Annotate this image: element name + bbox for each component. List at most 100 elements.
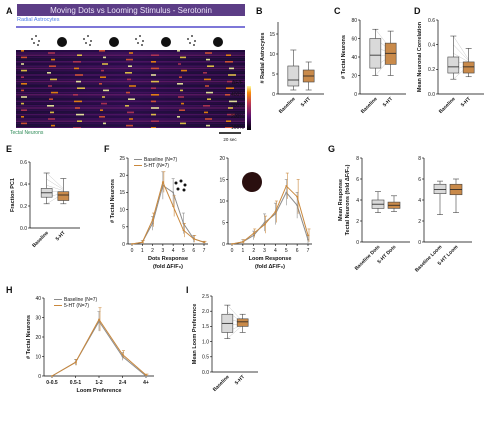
heatmap-burst (21, 102, 24, 105)
data-point (121, 355, 124, 358)
heatmap-burst (228, 107, 233, 109)
heatmap-burst (151, 100, 156, 103)
y-tick-label: 0 (354, 92, 357, 98)
dot-stimulus-icon (193, 44, 195, 46)
panel-label-h: H (6, 285, 13, 295)
dot-stimulus-icon (89, 44, 91, 46)
y-tick-label: 40 (351, 55, 357, 61)
heatmap-burst (225, 94, 230, 96)
heatmap-burst (74, 100, 82, 103)
data-point (141, 241, 144, 244)
heatmap-burst (151, 80, 159, 83)
colorbar-unit: ΔF/F (232, 80, 243, 86)
heatmap-burst (151, 113, 156, 116)
heatmap-row (16, 54, 245, 56)
data-point (203, 241, 205, 244)
heatmap-burst (21, 50, 24, 52)
heatmap-row (16, 116, 245, 118)
colorbar-tick: 300% (231, 103, 244, 109)
y-tick-label: 4 (418, 198, 421, 204)
paired-line (453, 44, 469, 61)
data-point (274, 213, 277, 215)
heatmap-burst (207, 98, 211, 100)
heatmap-burst (205, 85, 209, 87)
y-tick-label: 0.0 (202, 370, 209, 376)
heatmap-burst (151, 107, 159, 109)
heatmap-row (16, 113, 245, 116)
heatmap-row (16, 56, 245, 59)
x-tick-label: 1 (141, 248, 144, 254)
x-axis-label: (fold ΔF/F₀) (255, 264, 285, 270)
heatmap-burst (77, 54, 82, 56)
x-tick-label: 2 (252, 248, 255, 254)
x-tick-label: Baseline (31, 230, 50, 249)
data-point (285, 191, 288, 194)
heatmap-burst (51, 124, 55, 127)
y-axis-label: Mean Neuronal Correlation (417, 21, 423, 92)
data-point (74, 361, 77, 364)
box (433, 183, 447, 194)
heatmap-burst (229, 67, 234, 70)
heatmap-row (16, 83, 245, 85)
heatmap-row (16, 74, 245, 76)
y-tick-label: 0.0 (20, 226, 27, 232)
y-tick-label: 0.4 (20, 182, 27, 188)
heatmap-burst (51, 91, 58, 94)
heatmap-burst (151, 94, 159, 96)
box (369, 38, 382, 69)
y-tick-label: 15 (119, 190, 125, 196)
data-point (241, 240, 244, 243)
y-tick-label: 0 (272, 92, 275, 98)
heatmap-burst (179, 76, 182, 78)
heatmap-burst (181, 69, 187, 72)
heatmap-burst (127, 111, 134, 114)
heatmap-burst (226, 87, 234, 89)
y-tick-label: 10 (219, 199, 225, 205)
heatmap-burst (21, 116, 24, 118)
heatmap-burst (73, 61, 81, 63)
panel-c-chart: 0 20 40 60 80 Baseline 5-HT # Tectal Neurons (341, 18, 406, 115)
y-tick-label: 40 (35, 296, 41, 302)
dot-stimulus-icon (187, 38, 189, 40)
legend-label: 5-HT (N=7) (64, 303, 89, 309)
y-tick-label: 0.6 (20, 160, 27, 166)
panel-f-dots-chart: 0 5 10 15 20 25 0 1 2 3 4 5 6 7 # Tectal Neurons Dots R… (110, 156, 208, 270)
heatmap-burst (21, 96, 27, 98)
x-tick-label: 4 (172, 248, 175, 254)
heatmap-burst (229, 100, 237, 103)
y-tick-label: 0.2 (428, 67, 435, 73)
heatmap-burst (100, 76, 106, 78)
colorbar (247, 86, 251, 130)
heatmap-burst (207, 65, 214, 67)
dot-stimulus-icon (137, 42, 139, 44)
heatmap-burst (76, 80, 81, 83)
x-tick-label: Baseline (212, 374, 231, 393)
heatmap-burst (203, 105, 210, 107)
heatmap-burst (73, 127, 81, 128)
y-axis-label: Fraction PC1 (10, 178, 16, 212)
heatmap-burst (178, 63, 181, 65)
x-axis-label: Dots Response (148, 256, 188, 262)
x-tick-label: 1-2 (95, 380, 102, 386)
data-point (263, 221, 266, 224)
heatmap-burst (225, 127, 233, 128)
x-tick-label: 0.5-1 (70, 380, 82, 386)
heatmap-burst (126, 58, 133, 61)
heatmap-burst (206, 124, 210, 127)
heatmap-row (16, 107, 245, 109)
heatmap-burst (49, 65, 56, 67)
paired-line (227, 325, 243, 339)
panel-label-i: I (186, 285, 189, 295)
legend-label: Baseline (N=7) (64, 297, 98, 303)
heatmap-burst (50, 78, 57, 81)
heatmap-burst (204, 111, 208, 114)
legend-label: Baseline (N=7) (144, 157, 178, 163)
heatmap-burst (73, 94, 78, 96)
box (57, 191, 70, 201)
dot-stimulus-icon (135, 38, 137, 40)
heatmap-burst (77, 120, 82, 122)
heatmap-burst (151, 67, 159, 70)
panel-label-g: G (328, 144, 335, 154)
heatmap-burst (103, 122, 106, 125)
y-axis-label: # Tectal Neurons (341, 35, 347, 79)
